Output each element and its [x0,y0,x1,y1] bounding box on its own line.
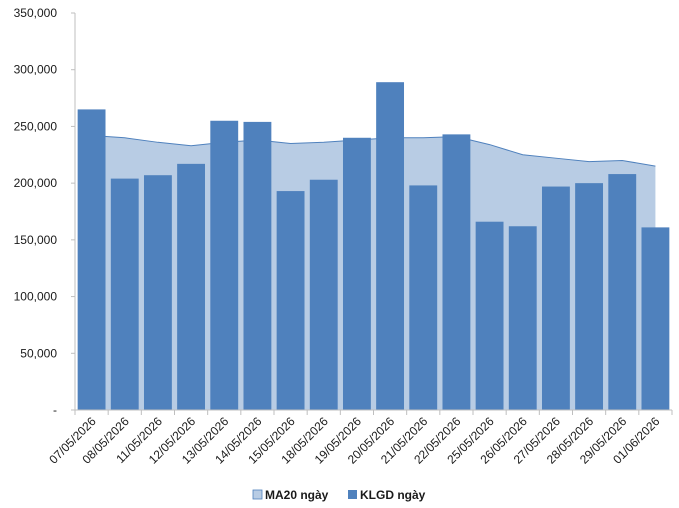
y-tick-label: 50,000 [20,346,57,360]
ma20-area-layer [91,135,656,410]
klgd-bar [143,175,172,410]
klgd-bar [376,82,405,410]
klgd-bar [77,109,106,410]
y-tick-label: - [53,403,57,417]
klgd-bar [110,178,139,410]
y-tick-label: 350,000 [14,6,58,20]
klgd-bar [409,185,438,410]
klgd-bar [243,121,272,410]
x-tick-labels: 07/05/202608/05/202611/05/202612/05/2026… [46,414,662,467]
klgd-bar [541,186,570,410]
axes [71,12,673,415]
klgd-bar [309,179,338,410]
y-tick-label: 150,000 [14,233,58,247]
klgd-bar-layer [77,82,670,410]
klgd-bar [342,137,371,410]
legend-swatch-ma20 [252,489,263,500]
legend-swatch-klgd [348,490,357,499]
y-tick-label: 100,000 [14,290,58,304]
klgd-bar [641,227,670,410]
klgd-bar [276,191,305,410]
klgd-bar [475,221,504,410]
klgd-bar [177,163,206,410]
y-tick-label: 300,000 [14,63,58,77]
legend-label-ma20: MA20 ngày [265,488,329,502]
y-tick-label: 250,000 [14,119,58,133]
legend-label-klgd: KLGD ngày [360,488,426,502]
klgd-bar [608,174,637,410]
y-tick-label: 200,000 [14,176,58,190]
ma20-area [91,135,656,410]
klgd-bar [575,183,604,410]
legend: MA20 ngày KLGD ngày [252,488,426,502]
klgd-bar [508,226,537,410]
klgd-bar [210,120,239,410]
klgd-bar [442,134,471,410]
ma20-line [91,135,656,167]
y-tick-labels: - 50,000 100,000 150,000 200,000 250,000 300,0… [14,6,58,417]
